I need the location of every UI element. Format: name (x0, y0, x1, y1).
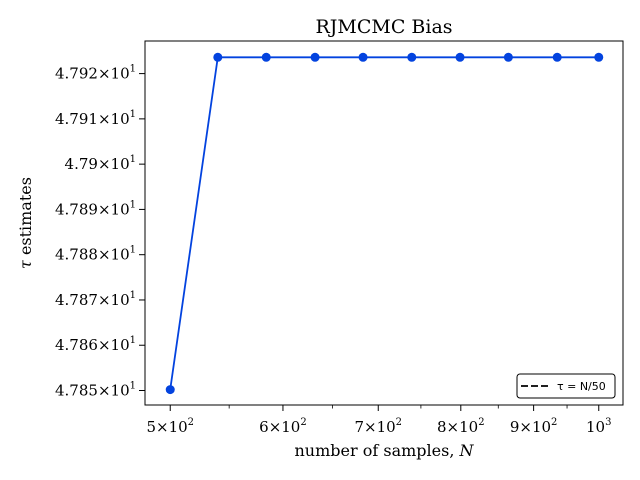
y-tick-label-7: 4.792×101 (55, 64, 136, 83)
y-tick-label-1: 4.786×101 (55, 335, 136, 354)
y-tick-label-5: 4.79×101 (65, 154, 136, 173)
x-axis-label: number of samples, N (295, 441, 475, 460)
y-tick-label-2: 4.787×101 (55, 290, 136, 309)
data-point-7 (503, 52, 513, 62)
data-point-1 (213, 52, 223, 62)
data-point-5 (407, 52, 417, 62)
y-tick-label-6: 4.791×101 (55, 109, 136, 128)
data-point-8 (552, 52, 562, 62)
x-tick-label-5: 103 (586, 417, 611, 436)
x-tick-label-3: 8×102 (437, 417, 485, 436)
data-point-3 (310, 52, 320, 62)
y-axis-label: τ estimates (16, 177, 35, 269)
plot-area (144, 40, 624, 406)
x-tick-label-1: 6×102 (259, 417, 307, 436)
data-point-2 (261, 52, 271, 62)
y-tick-label-3: 4.788×101 (55, 245, 136, 264)
chart-title: RJMCMC Bias (315, 16, 452, 38)
y-tick-label-4: 4.789×101 (55, 199, 136, 218)
x-axis-ticks: 5×102 6×102 7×102 8×102 9×102 103 (146, 405, 611, 436)
data-point-4 (358, 52, 368, 62)
data-point-0 (165, 385, 175, 395)
y-tick-label-0: 4.785×101 (55, 381, 136, 400)
data-point-6 (455, 52, 465, 62)
legend: τ = N/50 (516, 373, 616, 399)
series-group (165, 52, 604, 395)
x-tick-label-4: 9×102 (510, 417, 558, 436)
data-point-9 (594, 52, 604, 62)
x-tick-label-0: 5×102 (146, 417, 194, 436)
y-axis-ticks: 4.785×101 4.786×101 4.787×101 4.788×101 4.78… (55, 64, 145, 400)
legend-frame (516, 373, 616, 399)
legend-label: τ = N/50 (557, 380, 606, 393)
series-line-0 (169, 56, 599, 390)
x-tick-label-2: 7×102 (354, 417, 402, 436)
